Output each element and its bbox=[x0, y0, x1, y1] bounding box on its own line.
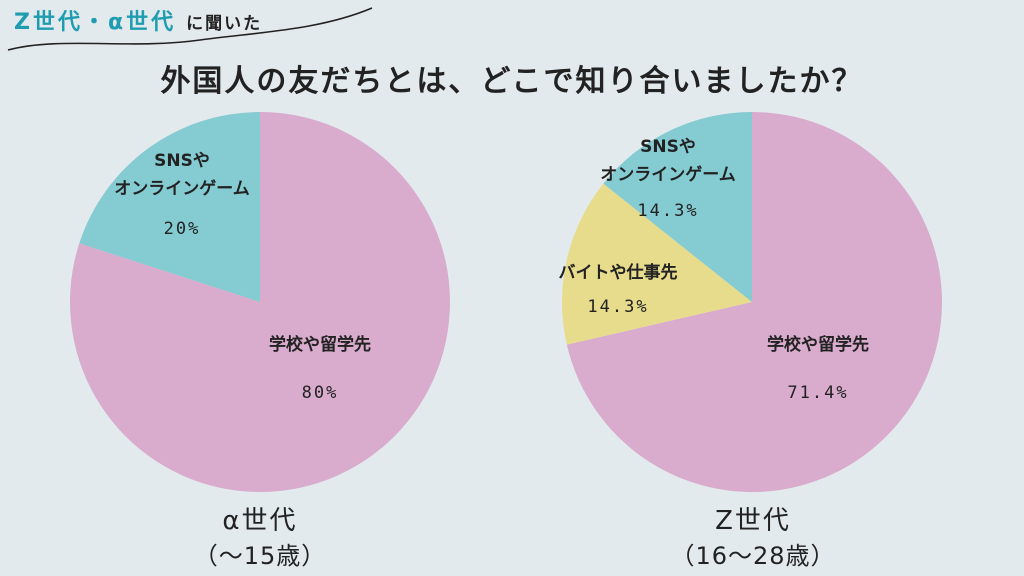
chart-2-group-label: Z世代 bbox=[715, 506, 791, 536]
page-title: 外国人の友だちとは、どこで知り合いましたか？ bbox=[160, 64, 864, 99]
chart-1-slice-2-label: SNSや bbox=[154, 151, 210, 171]
chart-1-slice-2-percent: 20% bbox=[164, 219, 201, 239]
chart-1-slice-1-percent: 80% bbox=[302, 383, 339, 403]
chart-2-slice-2-label: バイトや仕事先 bbox=[559, 262, 678, 283]
chart-2-slice-1-label: 学校や留学先 bbox=[767, 334, 869, 355]
chart-1-slice-1-label: 学校や留学先 bbox=[269, 334, 371, 355]
tagline-asked: に聞いた bbox=[186, 14, 263, 34]
chart-1-slice-2 bbox=[79, 112, 261, 302]
chart-2-slice-3-label: オンラインゲーム bbox=[600, 164, 736, 185]
tagline: Z世代・α世代 に聞いた bbox=[14, 4, 262, 38]
chart-1-slice-2-label: オンラインゲーム bbox=[114, 178, 250, 199]
chart-2-slice-1-percent: 71.4% bbox=[787, 383, 848, 403]
chart-2-slice-3-label: SNSや bbox=[640, 137, 696, 157]
tagline-generations: Z世代・α世代 bbox=[14, 10, 177, 35]
chart-2-age-label: （16〜28歳） bbox=[670, 542, 836, 570]
chart-2-slice-1 bbox=[566, 112, 943, 493]
chart-2-slice-3-percent: 14.3% bbox=[637, 201, 698, 221]
chart-2-slice-3 bbox=[603, 112, 752, 302]
tagline-underline-swoosh bbox=[7, 7, 373, 51]
chart-1-age-label: （〜15歳） bbox=[193, 542, 327, 570]
chart-1-group-label: α世代 bbox=[222, 506, 298, 536]
chart-2-slice-2 bbox=[562, 183, 752, 345]
chart-2-slice-2-percent: 14.3% bbox=[587, 297, 648, 317]
